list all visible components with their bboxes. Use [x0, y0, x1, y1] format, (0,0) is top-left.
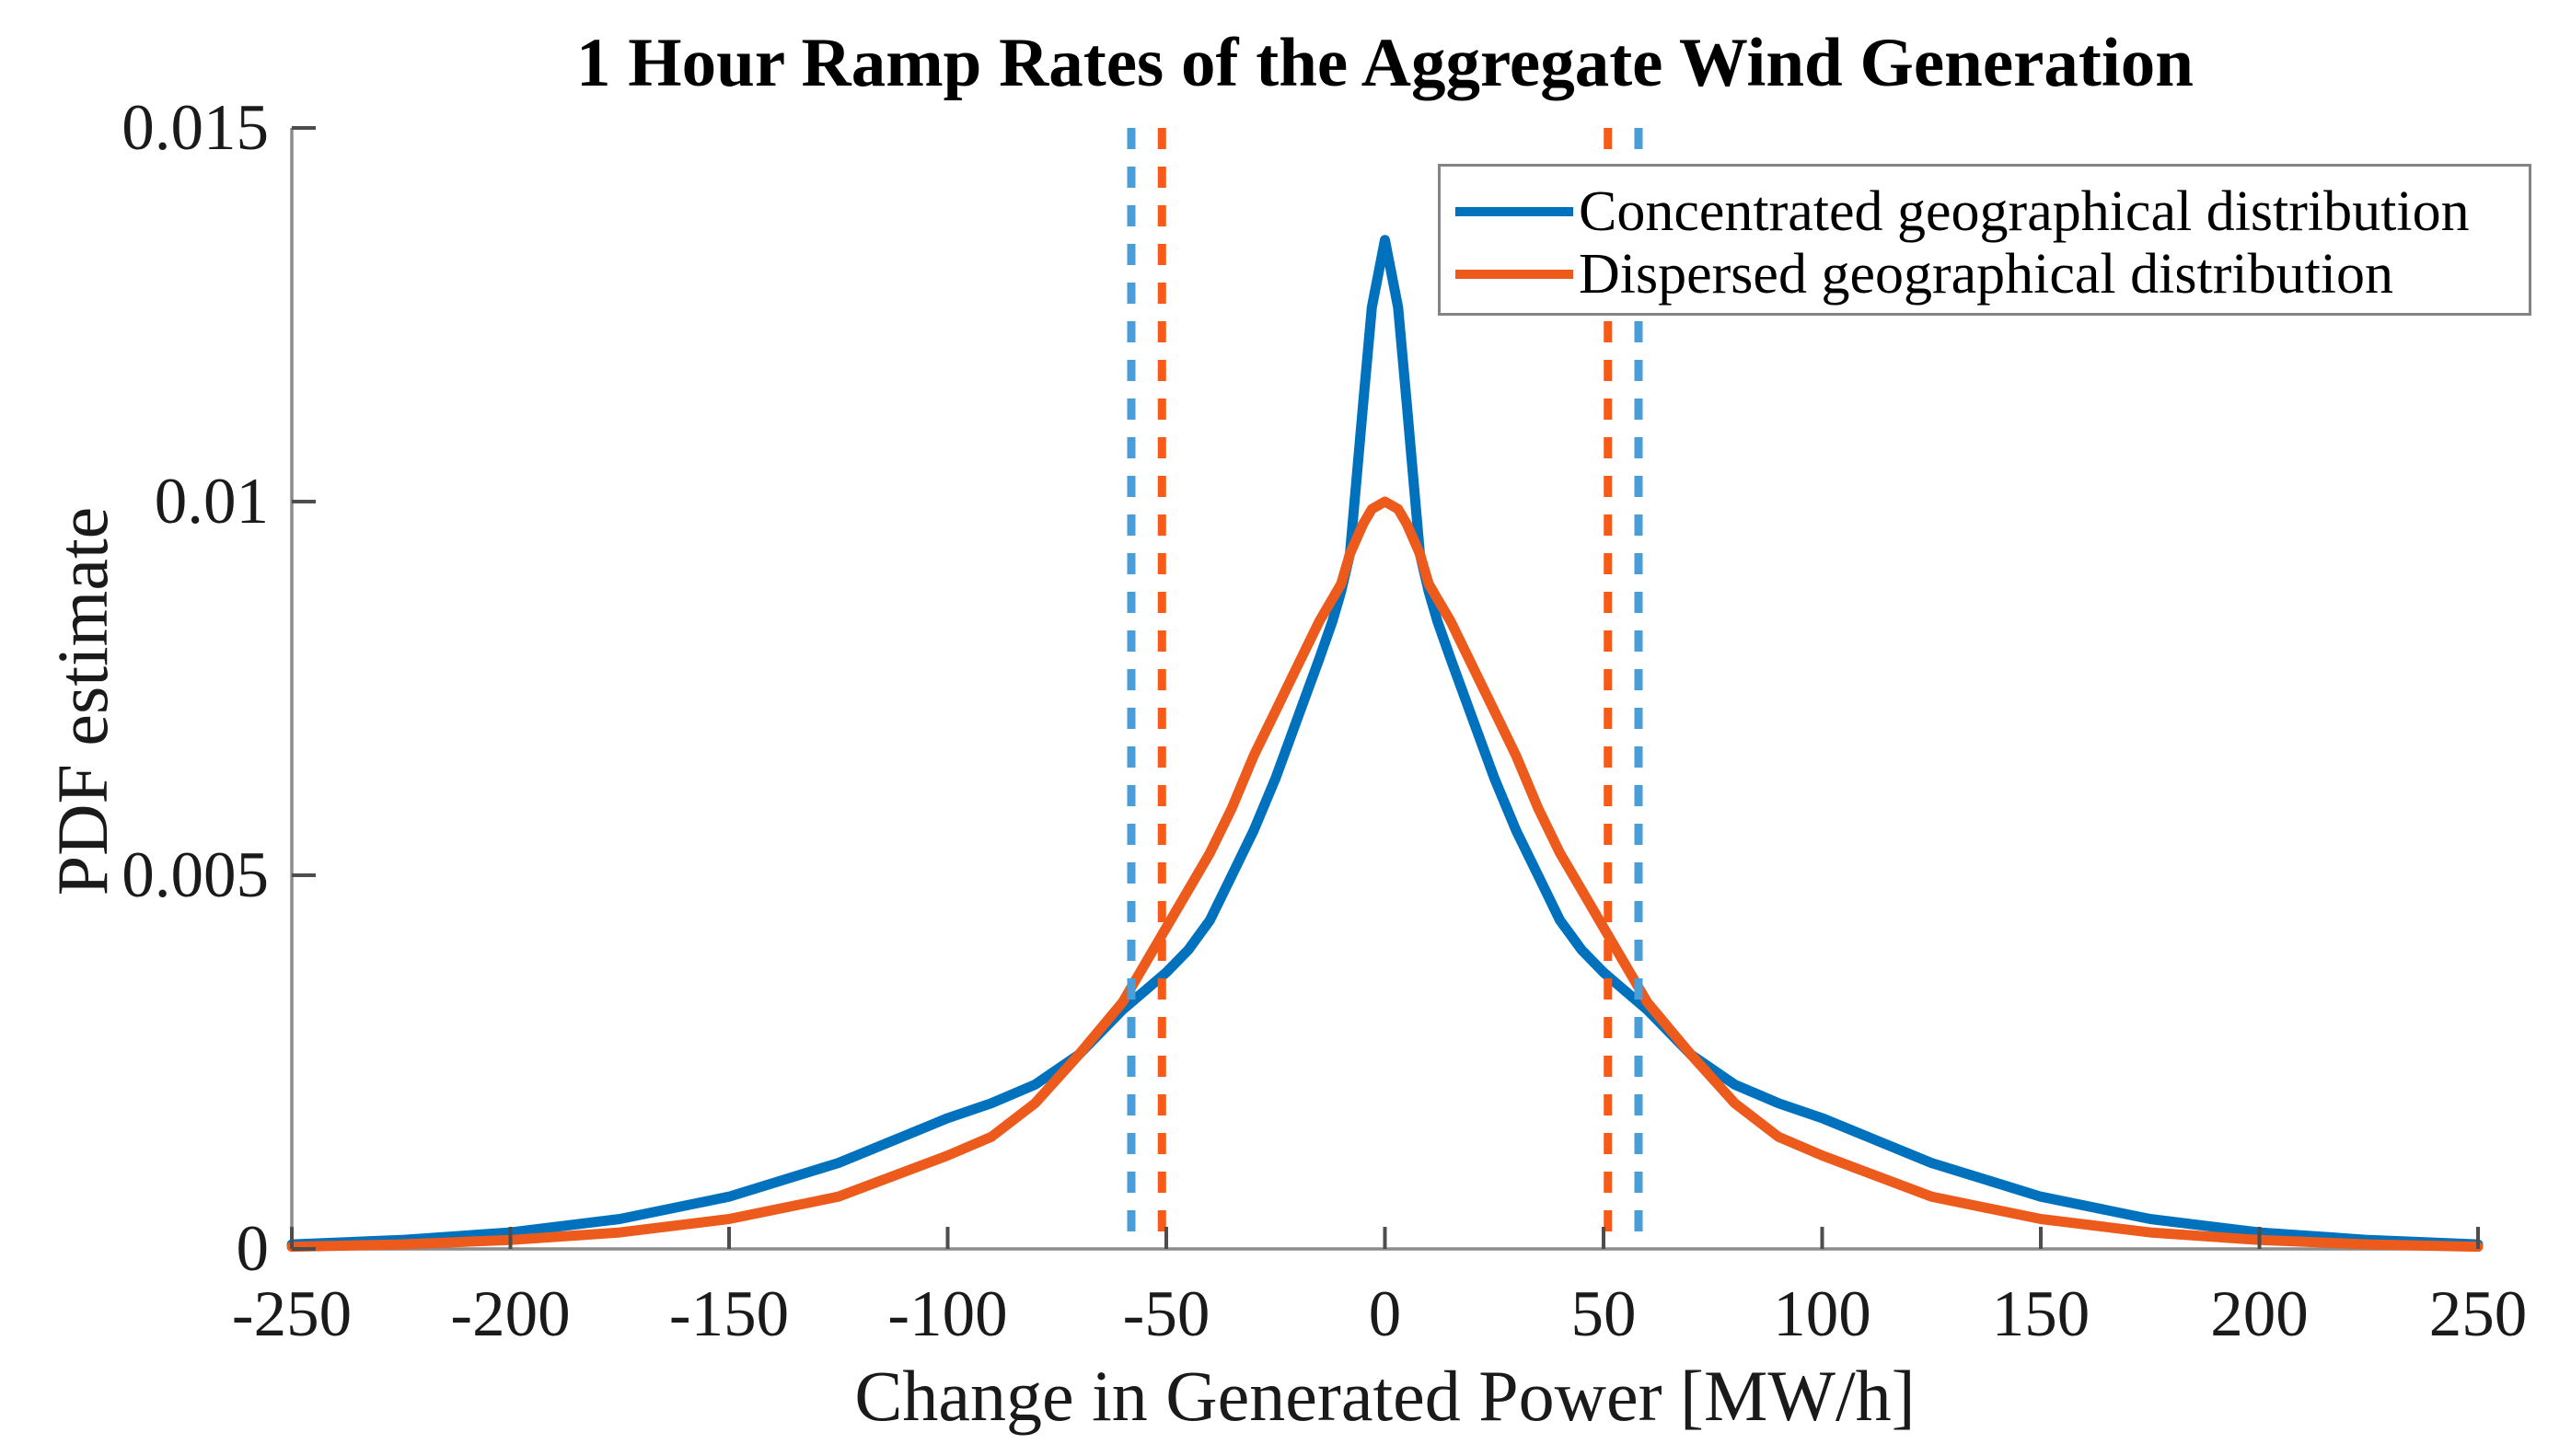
dashed-ramp-limits [1127, 128, 1643, 1249]
chart-title: 1 Hour Ramp Rates of the Aggregate Wind … [576, 25, 2194, 101]
x-tick-label: -50 [1122, 1278, 1210, 1350]
legend-label-concentrated: Concentrated geographical distribution [1579, 180, 2470, 243]
legend-line-swatch-dispersed [1455, 270, 1573, 279]
pdf-curves [286, 235, 2484, 1253]
x-tick-label: -100 [887, 1278, 1008, 1350]
legend-box: Concentrated geographical distribution D… [1438, 164, 2531, 316]
x-tick-label: 150 [1991, 1278, 2090, 1350]
y-tick-label: 0 [236, 1213, 270, 1285]
legend-entry-concentrated: Concentrated geographical distribution [1441, 181, 2529, 242]
y-axis-label: PDF estimate [42, 506, 122, 896]
x-tick-label: -150 [668, 1278, 790, 1350]
legend-line-swatch-concentrated [1455, 207, 1573, 216]
y-tick-label: 0.01 [154, 466, 269, 537]
x-tick-label: 0 [1368, 1278, 1402, 1350]
x-tick-label: 100 [1773, 1278, 1871, 1350]
x-axis-label: Change in Generated Power [MW/h] [854, 1356, 1916, 1436]
x-tick-label: -250 [231, 1278, 353, 1350]
legend-entry-dispersed: Dispersed geographical distribution [1441, 244, 2529, 305]
legend-label-dispersed: Dispersed geographical distribution [1579, 243, 2394, 306]
y-tick-label: 0.015 [122, 92, 269, 164]
y-tick-label: 0.005 [122, 839, 269, 911]
x-tick-label: 250 [2428, 1278, 2528, 1350]
x-tick-label: 200 [2210, 1278, 2309, 1350]
x-tick-label: -200 [450, 1278, 571, 1350]
tick-marks [290, 126, 2480, 1251]
x-tick-label: 50 [1570, 1278, 1637, 1350]
